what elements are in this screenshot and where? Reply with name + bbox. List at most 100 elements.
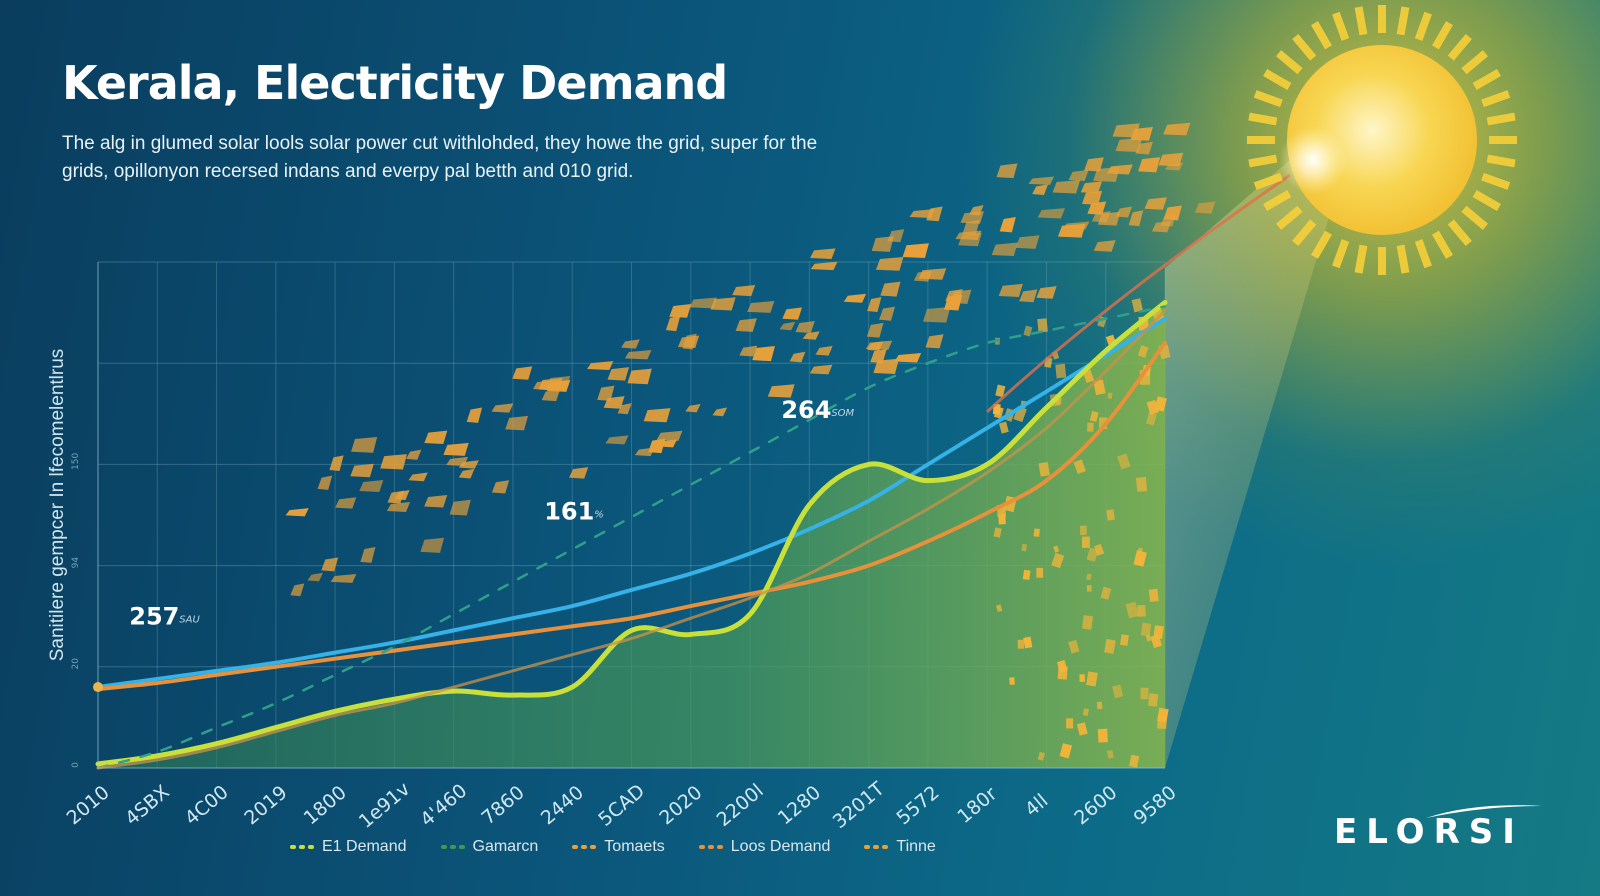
x-tick-label: 4ll [1021,790,1052,821]
legend-item[interactable]: Gamarcn [440,838,539,856]
sun-ray [1472,69,1501,90]
solar-flake [607,367,630,381]
x-tick-label: 2019 [240,781,291,829]
legend-label: Tomaets [604,838,665,855]
legend-item[interactable]: E1 Demand [290,838,407,856]
legend-item[interactable]: Tomaets [572,838,665,856]
solar-flake [802,331,820,340]
solar-flake [1086,584,1092,592]
solar-flake [1015,235,1040,249]
solar-flake [712,407,728,417]
solar-flake [1137,345,1149,358]
solar-flake [923,306,951,323]
solar-flake [406,449,422,460]
x-tick-label: 7860 [477,781,528,829]
solar-flake [1086,573,1092,581]
solar-flake [1059,743,1073,759]
legend-item[interactable]: Tinne [864,838,936,856]
solar-flake [443,442,469,456]
solar-flake [466,407,483,423]
solar-flake [1081,190,1103,205]
sun-ray [1414,239,1432,269]
solar-flake [1130,126,1153,141]
solar-flake [1148,693,1159,707]
solar-flake [1115,137,1143,153]
solar-flake [1052,179,1081,194]
legend-swatch [440,845,465,849]
legend-label: E1 Demand [322,838,407,855]
solar-flake [843,293,867,303]
solar-flake [1117,453,1131,470]
solar-flake [1148,588,1159,603]
sun-ray [1332,11,1350,41]
solar-flake [996,604,1003,613]
solar-flake [949,289,972,304]
data-label: 161% [544,497,604,525]
x-tick-label: 9580 [1130,781,1181,829]
data-label: 264 SOM [781,396,854,424]
sun-ray [1332,239,1350,269]
solar-flake [1037,751,1046,761]
solar-flake [1125,601,1140,619]
solar-flake [1140,622,1152,637]
solar-flake [1055,363,1067,379]
solar-flake [1022,569,1031,580]
solar-flake [865,340,893,350]
solar-flake [866,322,884,338]
solar-flake [1019,289,1038,303]
solar-flake [1081,536,1090,548]
series-line-loos-demand [96,340,1167,692]
series-line-blue-demand [96,316,1167,690]
solar-flake [795,321,815,334]
solar-flake [1106,749,1114,759]
solar-flake [1053,545,1060,553]
sun-ray [1481,172,1511,190]
data-labels: 257 SAU 161 % 264 SOM [129,396,854,630]
solar-flake [1145,412,1157,426]
solar-flake [871,236,894,252]
solar-flake [1037,208,1065,219]
solar-flake [1158,152,1184,167]
e1-demand-area [98,302,1165,768]
solar-flake [1038,462,1050,477]
solar-flake [420,537,445,553]
legend-item[interactable]: Loos Demand [698,838,830,856]
solar-flake [1129,754,1140,768]
solar-flake [1080,181,1103,194]
solar-flake [1036,286,1057,299]
solar-flake [1157,715,1167,730]
solar-flake [867,297,882,312]
sun-ray [1276,205,1303,230]
solar-flake [993,406,1004,419]
solar-flake [1037,318,1048,333]
x-tick-label: 1800 [300,781,351,829]
sun-ray [1432,230,1453,259]
solar-flake [1089,411,1099,422]
solar-flake [394,489,410,501]
solar-flake [624,350,652,360]
solar-flake [335,497,357,509]
legend-swatch [572,845,597,849]
sun-ray [1263,190,1292,211]
solar-flake [505,415,529,431]
solar-flake [1115,206,1133,218]
solar-flake [603,396,625,409]
legend-label: Tinne [896,838,936,855]
legend-label: Gamarcn [472,838,539,855]
legend-swatch [290,845,314,849]
solar-flake [747,300,775,313]
sun-ray [1354,6,1368,36]
solar-flake [1154,396,1167,412]
solar-flake [330,574,357,583]
solar-flake [1057,665,1068,680]
solar-flake [875,257,904,271]
sun-ray [1248,112,1278,126]
solar-flake [617,403,632,415]
area-fill [98,302,1165,768]
sun-ray [1461,205,1488,230]
solar-flake [1138,157,1161,173]
solar-flake [894,353,922,363]
solar-flake [1068,169,1089,182]
x-tick-label: 5572 [892,781,943,829]
